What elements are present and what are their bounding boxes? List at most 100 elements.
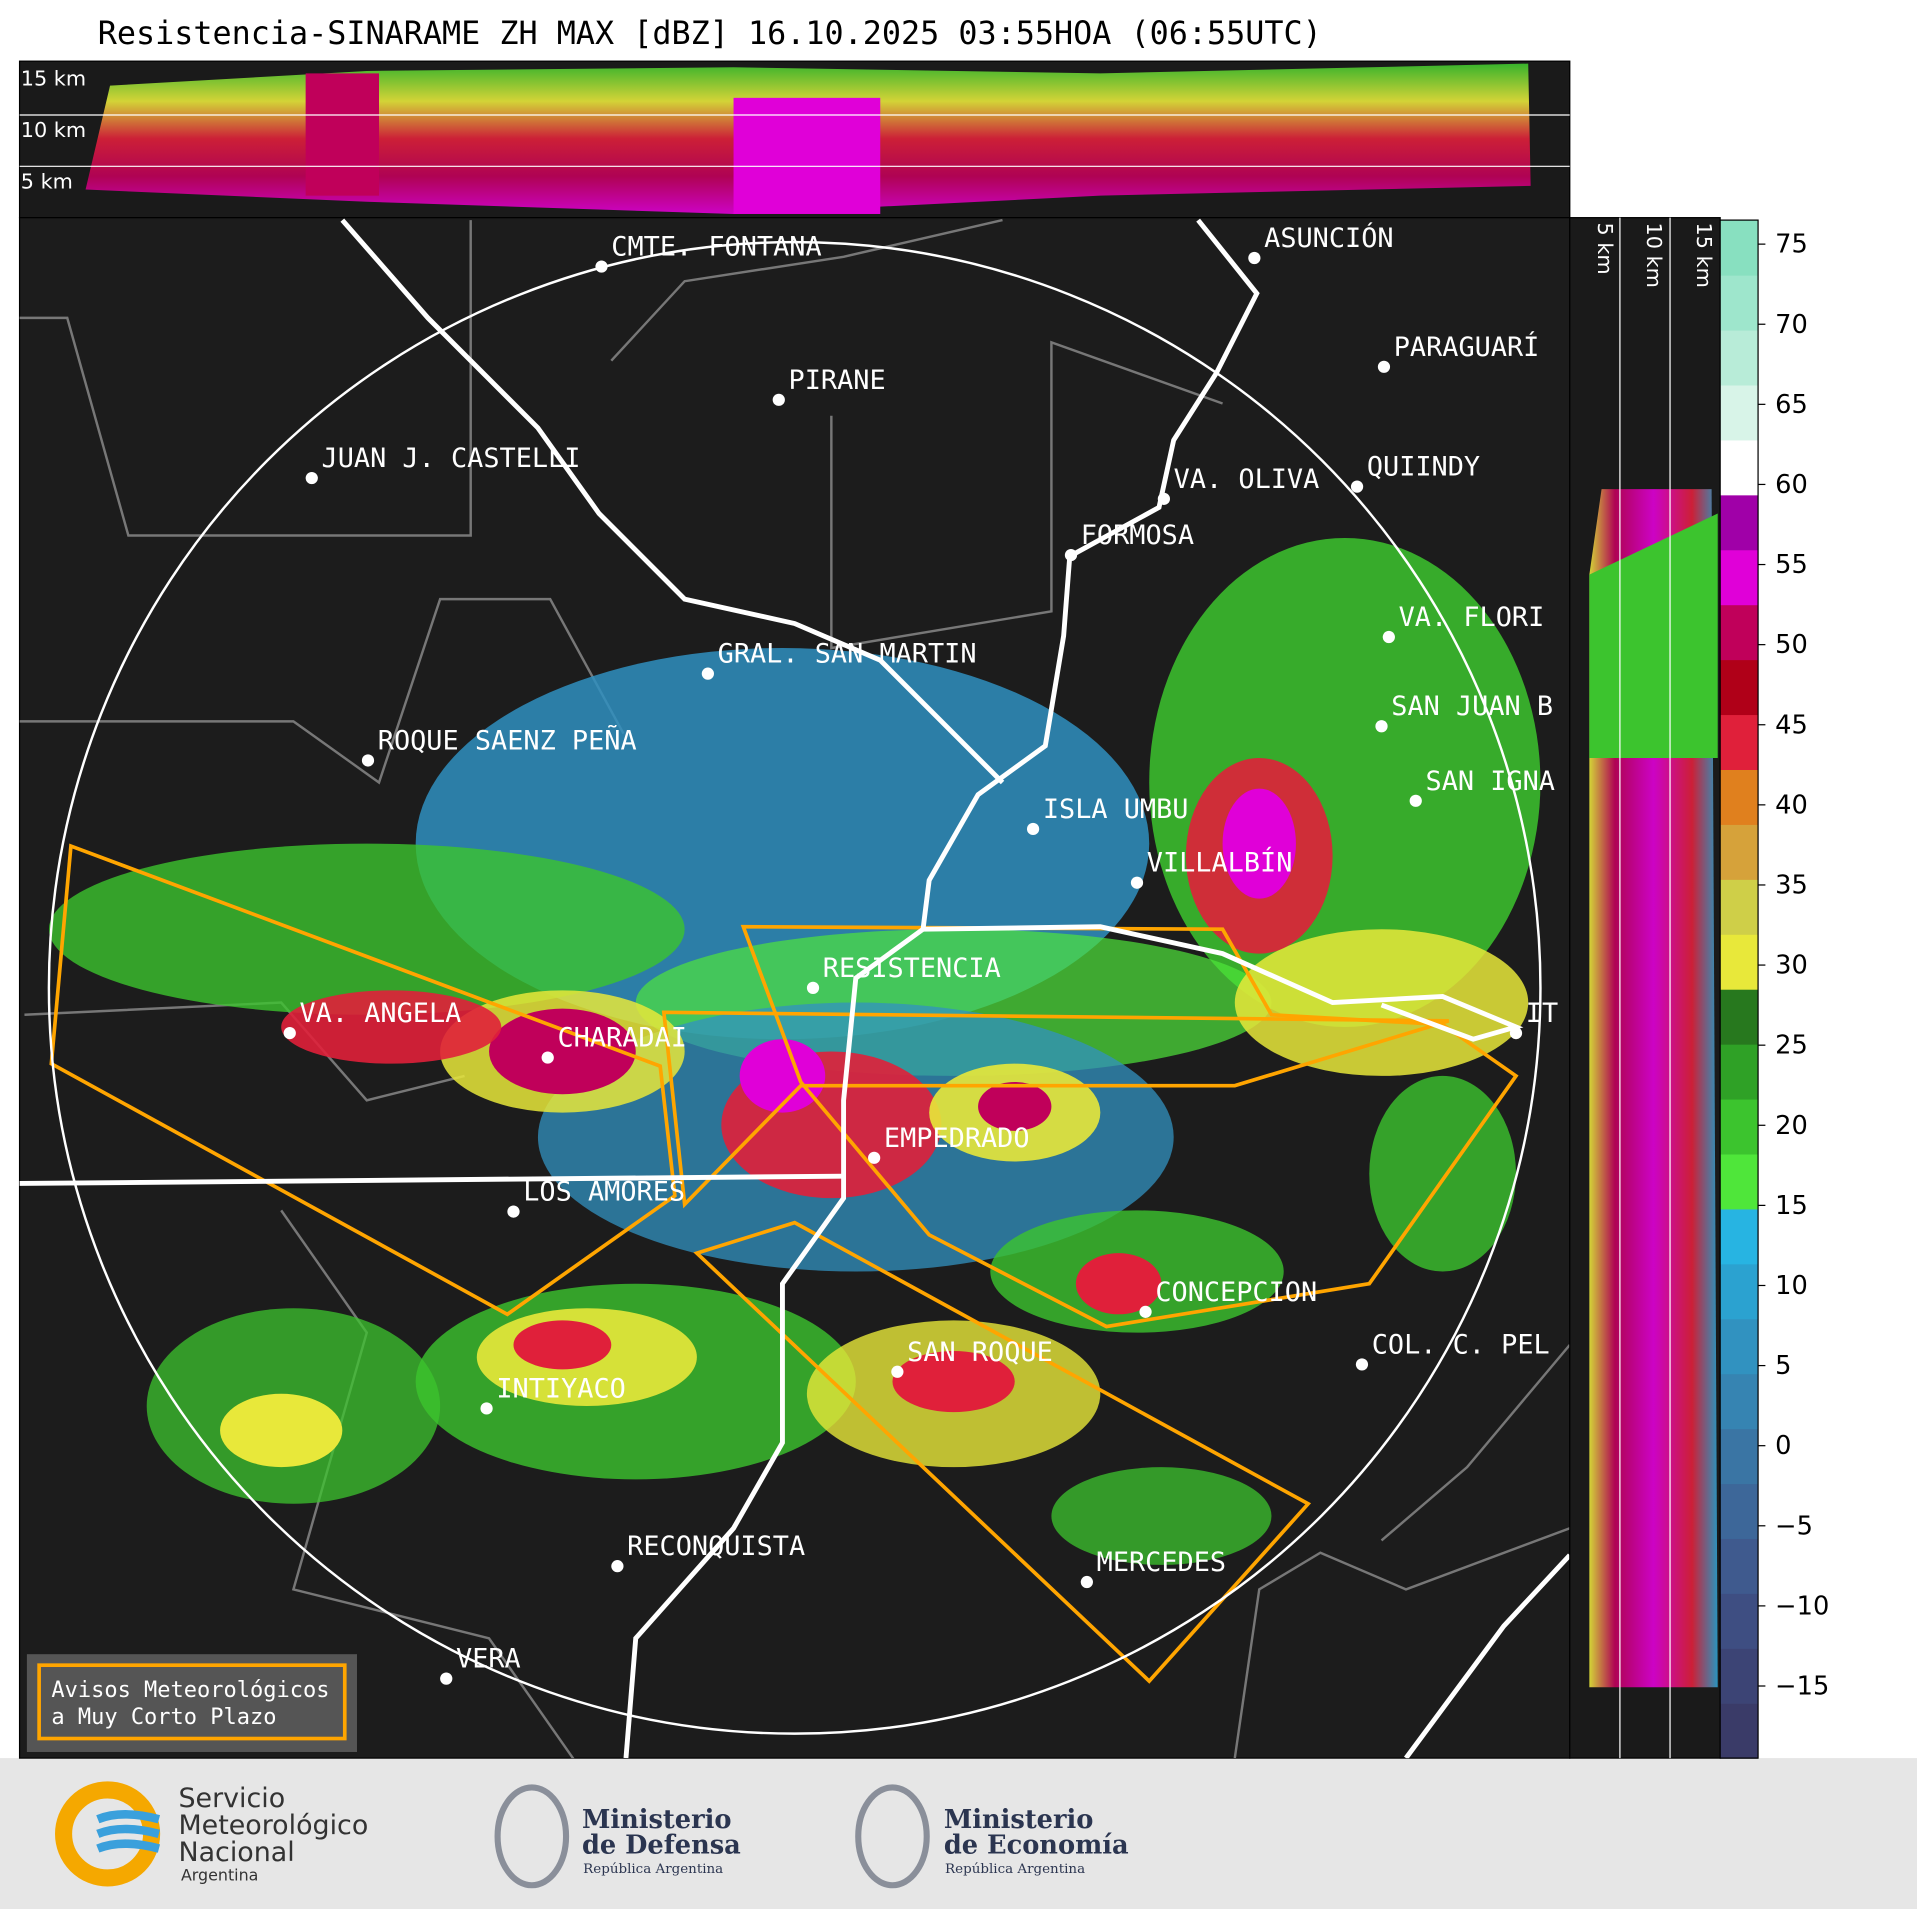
color-band (1720, 1373, 1759, 1430)
color-band (1720, 1648, 1759, 1704)
color-band (1720, 1098, 1759, 1155)
city-label: VA. FLORI (1399, 602, 1545, 633)
city-label: PIRANE (789, 365, 886, 396)
height-label: 15 km (1692, 223, 1716, 288)
city-dot (1377, 360, 1391, 373)
city-label: VA. ANGELA (300, 998, 462, 1029)
city-label: ROQUE SAENZ PEÑA (378, 724, 637, 756)
color-band (1720, 1044, 1759, 1100)
cross-section-echo (19, 63, 1570, 214)
city-label: ASUNCIÓN (1264, 222, 1393, 254)
city-dot (1248, 251, 1261, 265)
city-dot (305, 471, 318, 485)
tick-label: 55 (1775, 550, 1808, 580)
city-dot (868, 1151, 881, 1164)
color-band (1720, 604, 1759, 661)
city-label: PARAGUARÍ (1394, 331, 1540, 363)
range-ring (47, 240, 1542, 1735)
color-band (1720, 329, 1759, 386)
color-band (1720, 220, 1759, 276)
city-dot (361, 754, 375, 767)
tick-label: 15 (1775, 1191, 1808, 1221)
color-band (1720, 1263, 1759, 1320)
legend-box (26, 1654, 357, 1752)
color-band (1720, 934, 1759, 990)
tick-label: 25 (1775, 1031, 1808, 1061)
side-section-echo (1589, 513, 1718, 759)
tick-label: 65 (1775, 390, 1808, 420)
warning-areas (49, 843, 1519, 1684)
logo-text: Servicio (178, 1783, 285, 1814)
colorbar-frame (1719, 219, 1759, 1759)
title: Resistencia-SINARAME ZH MAX [dBZ] 16.10.… (98, 16, 1322, 52)
city-label: SAN IGNA (1426, 766, 1555, 797)
height-label: 10 km (21, 118, 86, 142)
city-dot (480, 1402, 493, 1415)
tick-label: 50 (1775, 630, 1808, 660)
height-label: 15 km (21, 67, 86, 91)
logo-text: de Economía (944, 1830, 1129, 1860)
tick-label: −15 (1775, 1672, 1829, 1702)
color-band (1720, 824, 1759, 880)
color-band (1720, 879, 1759, 935)
tick-label: 10 (1775, 1271, 1808, 1301)
defensa-logo: Ministerio de Defensa República Argentin… (494, 1784, 741, 1889)
city-label: VA. OLIVA (1174, 464, 1320, 495)
city-label: SAN ROQUE (907, 1337, 1053, 1368)
logo-text: Meteorológico (178, 1810, 368, 1841)
city-label: CHARADAI (557, 1023, 686, 1054)
legend-swatch (37, 1663, 347, 1741)
city-dot (1080, 1575, 1093, 1589)
legend-text: a Muy Corto Plazo (51, 1705, 276, 1730)
city-label: QUIINDY (1367, 452, 1480, 483)
color-band (1720, 384, 1759, 441)
economia-logo: Ministerio de Economía República Argenti… (855, 1784, 1129, 1889)
city-label: MERCEDES (1097, 1547, 1226, 1578)
logo-text: Ministerio (944, 1805, 1094, 1835)
height-label: 5 km (1593, 223, 1617, 275)
city-dot (1355, 1358, 1369, 1371)
city-dot (1064, 548, 1078, 562)
footer-bg (0, 1758, 1917, 1909)
map: CMTE. FONTANA ASUNCIÓN PARAGUARÍ PIRANE JUAN… (19, 218, 1570, 1759)
city-label: INTIYACO (496, 1373, 625, 1404)
tick-label: −10 (1775, 1591, 1829, 1621)
city-dot (701, 667, 714, 680)
city-dot (611, 1560, 624, 1573)
logo-text: República Argentina (945, 1862, 1085, 1877)
city-dot (806, 981, 820, 994)
color-band (1720, 549, 1759, 606)
tick-label: 35 (1775, 871, 1808, 901)
color-band (1720, 275, 1759, 331)
city-dot (1350, 480, 1364, 493)
smn-logo: Servicio Meteorológico Nacional Argentin… (55, 1781, 368, 1887)
city-dot (1382, 630, 1395, 644)
logo-text: Ministerio (582, 1805, 732, 1835)
tick-label: 60 (1775, 470, 1808, 500)
city-label: RECONQUISTA (627, 1531, 805, 1562)
tick-label: 0 (1775, 1431, 1791, 1461)
color-band (1720, 1538, 1759, 1594)
color-band (1720, 659, 1759, 716)
city-label: VILLALBÍN (1147, 847, 1293, 879)
color-band (1720, 769, 1759, 825)
city-dot (440, 1672, 453, 1685)
cities: CMTE. FONTANA ASUNCIÓN PARAGUARÍ PIRANE JUAN… (283, 222, 1558, 1685)
color-band (1720, 1703, 1759, 1759)
city-label: CONCEPCION (1155, 1277, 1317, 1308)
city-label: COL. C. PEL (1372, 1329, 1550, 1360)
color-band (1720, 1483, 1759, 1539)
city-label: GRAL. SAN MARTIN (718, 639, 977, 670)
city-dot (1139, 1305, 1152, 1318)
tick-label: 70 (1775, 310, 1808, 340)
logo-text: República Argentina (583, 1862, 723, 1877)
city-label: RESISTENCIA (823, 953, 1001, 984)
tick-label: 75 (1775, 230, 1808, 260)
color-band (1720, 1428, 1759, 1485)
city-label: EMPEDRADO (884, 1123, 1030, 1154)
city-dot (1157, 492, 1171, 505)
side-section-echo (1589, 489, 1718, 1688)
tick-label: 40 (1775, 790, 1808, 820)
